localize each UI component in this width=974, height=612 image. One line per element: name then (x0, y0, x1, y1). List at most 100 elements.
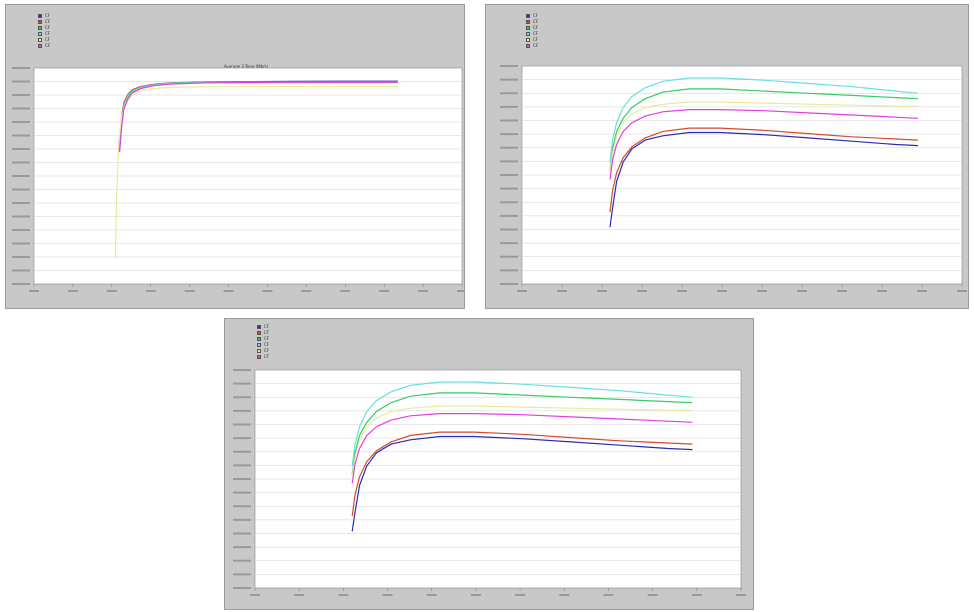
legend-item: CF (38, 43, 50, 49)
chart-svg-1 (12, 67, 464, 292)
x-tick-label (957, 290, 967, 292)
y-tick-label (12, 94, 30, 96)
x-tick-label (29, 290, 39, 292)
legend-swatch (38, 38, 42, 42)
legend-label: CF (45, 13, 51, 18)
x-tick-label (379, 290, 390, 292)
series-line-4 (351, 381, 693, 466)
y-tick-label (12, 256, 30, 258)
x-tick-label (797, 290, 807, 292)
legend-label: CF (45, 31, 51, 36)
x-tick-label (647, 594, 658, 596)
x-tick-label (717, 290, 727, 292)
legend-label: CF (533, 25, 539, 30)
legend-label: CF (264, 348, 270, 353)
y-tick-label (12, 134, 30, 137)
series-line-1 (351, 435, 693, 532)
x-tick-label (637, 290, 647, 292)
y-tick-label (12, 161, 30, 164)
x-tick-label (736, 594, 746, 596)
series-line-6 (609, 109, 919, 180)
y-tick-label (233, 382, 251, 385)
y-tick-label (12, 67, 30, 69)
legend-swatch (257, 337, 261, 341)
legend-item: CF (257, 342, 269, 348)
legend-item: CF (257, 348, 269, 354)
legend-label: CF (45, 37, 51, 42)
legend-swatch (526, 38, 530, 42)
series-line-2 (609, 127, 919, 213)
x-tick-label (877, 290, 887, 292)
y-tick-label (233, 532, 251, 535)
series-line-5 (609, 101, 918, 173)
legend-label: CF (533, 19, 539, 24)
legend-swatch (257, 331, 261, 335)
y-tick-label (233, 559, 251, 562)
x-tick-label (515, 594, 526, 596)
legend-swatch (257, 355, 261, 359)
y-tick-label (233, 369, 251, 371)
legend-swatch (38, 20, 42, 24)
y-tick-label (500, 105, 518, 108)
y-tick-label (233, 491, 251, 494)
legend-item: CF (526, 25, 538, 31)
legend-swatch (526, 20, 530, 24)
y-tick-label (233, 587, 251, 589)
x-tick-label (691, 594, 702, 596)
y-tick-label (500, 92, 518, 95)
y-tick-label (12, 242, 30, 245)
y-tick-label (500, 78, 518, 81)
y-tick-label (12, 269, 30, 272)
y-tick-label (500, 269, 518, 272)
legend-swatch (526, 32, 530, 36)
y-tick-label (12, 283, 30, 285)
x-tick-label (426, 594, 437, 596)
chart-svg-2 (500, 65, 967, 292)
legend-swatch (526, 44, 530, 48)
legend-item: CF (257, 324, 269, 330)
y-tick-label (233, 423, 251, 426)
legend-item: CF (526, 19, 538, 25)
x-tick-label (223, 290, 234, 292)
x-tick-label (262, 290, 273, 292)
legend-item: CF (526, 43, 538, 49)
chart-panel-2: CF CF CF CF CF CF (485, 4, 969, 309)
legend-label: CF (264, 354, 270, 359)
legend-item: CF (526, 37, 538, 43)
legend-label: CF (45, 19, 51, 24)
legend-item: CF (257, 330, 269, 336)
legend-swatch (38, 14, 42, 18)
legend-swatch (526, 26, 530, 30)
x-tick-label (382, 594, 393, 596)
series-line-6 (351, 413, 693, 484)
y-tick-label (500, 160, 518, 163)
x-tick-label (340, 290, 351, 292)
x-tick-label (418, 290, 429, 292)
series-line-4 (609, 77, 919, 162)
x-tick-label (184, 290, 195, 292)
legend-swatch (38, 44, 42, 48)
y-tick-label (500, 228, 518, 231)
x-tick-label (457, 290, 464, 292)
legend-label: CF (533, 37, 539, 42)
y-tick-label (12, 107, 30, 110)
y-tick-label (233, 409, 251, 412)
y-tick-label (12, 121, 30, 123)
y-tick-label (233, 573, 251, 576)
x-tick-label (106, 290, 117, 292)
legend-3: CF CF CF CF CF CF (257, 324, 269, 360)
x-tick-label (757, 290, 767, 292)
legend-label: CF (264, 342, 270, 347)
legend-label: CF (533, 43, 539, 48)
legend-swatch (38, 26, 42, 30)
x-tick-label (557, 290, 567, 292)
y-tick-label (12, 229, 30, 231)
series-line-6 (119, 81, 398, 153)
x-tick-label (559, 594, 570, 596)
x-tick-label (338, 594, 349, 596)
y-tick-label (233, 546, 251, 549)
series-line-3 (609, 88, 919, 171)
y-tick-label (12, 148, 30, 150)
y-tick-label (500, 133, 518, 136)
series-line-5 (114, 86, 398, 259)
